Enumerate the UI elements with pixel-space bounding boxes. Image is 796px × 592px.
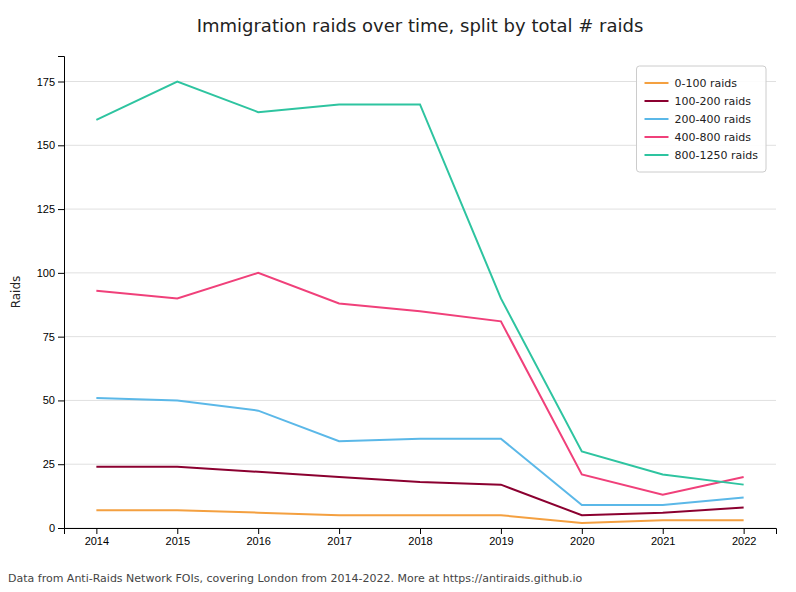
y-tick-label: 175	[37, 76, 55, 88]
y-tick-label: 50	[43, 394, 55, 406]
x-tick: 2016	[246, 528, 270, 547]
legend-item: 100-200 raids	[645, 95, 752, 108]
x-tick: 2015	[166, 528, 190, 547]
x-tick-mark	[582, 528, 583, 534]
y-grid-line	[64, 464, 776, 465]
y-axis: 0 25 50 75 100 125 150 175	[37, 57, 65, 535]
y-tick-label: 25	[43, 458, 55, 470]
legend-swatch	[645, 82, 669, 84]
y-tick-mark	[58, 82, 64, 83]
legend-item: 800-1250 raids	[645, 149, 759, 162]
y-tick-mark	[58, 209, 64, 210]
x-tick-label: 2016	[246, 535, 270, 547]
y-grid-line	[64, 272, 776, 273]
y-tick-label: 125	[37, 203, 55, 215]
series-line	[96, 510, 743, 523]
y-tick-mark	[58, 337, 64, 338]
x-tick: 2022	[732, 528, 756, 547]
legend-label: 0-100 raids	[675, 77, 738, 90]
y-tick: 0	[49, 522, 64, 534]
legend-item: 0-100 raids	[645, 77, 738, 90]
chart-svg: 2014 2015 2016 2017 2018 2019 2020 2021 2022 0 25 5…	[0, 0, 796, 592]
x-tick: 2020	[570, 528, 594, 547]
y-tick: 25	[43, 458, 64, 470]
x-tick: 2017	[327, 528, 351, 547]
y-tick-mark	[58, 273, 64, 274]
y-tick: 100	[37, 267, 64, 279]
y-tick-label: 75	[43, 331, 55, 343]
x-tick-label: 2015	[166, 535, 190, 547]
y-tick: 175	[37, 76, 64, 88]
legend-item: 200-400 raids	[645, 113, 752, 126]
x-tick-label: 2018	[408, 535, 432, 547]
chart-container: 2014 2015 2016 2017 2018 2019 2020 2021 2022 0 25 5…	[0, 0, 796, 592]
legend-label: 100-200 raids	[675, 95, 752, 108]
y-axis-title: Raids	[9, 276, 23, 309]
legend-swatch	[645, 154, 669, 156]
x-tick-mark	[663, 528, 664, 534]
legend-label: 800-1250 raids	[675, 149, 759, 162]
x-tick-label: 2014	[85, 535, 109, 547]
x-tick-mark	[420, 528, 421, 534]
y-tick-label: 0	[49, 522, 55, 534]
y-tick-mark	[58, 464, 64, 465]
legend-swatch	[645, 118, 669, 120]
legend-label: 200-400 raids	[675, 113, 752, 126]
x-axis: 2014 2015 2016 2017 2018 2019 2020 2021 2022	[65, 528, 777, 547]
y-tick: 150	[37, 139, 64, 151]
x-tick: 2021	[651, 528, 675, 547]
x-tick: 2014	[85, 528, 109, 547]
y-tick-mark	[58, 400, 64, 401]
y-tick-label: 100	[37, 267, 55, 279]
x-tick-mark	[177, 528, 178, 534]
y-tick-mark	[58, 145, 64, 146]
x-tick-label: 2021	[651, 535, 675, 547]
x-tick-mark	[258, 528, 259, 534]
y-tick-mark	[58, 528, 64, 529]
chart-title: Immigration raids over time, split by to…	[197, 15, 644, 36]
x-tick-label: 2020	[570, 535, 594, 547]
y-tick: 50	[43, 394, 64, 406]
x-tick-label: 2019	[489, 535, 513, 547]
legend-swatch	[645, 100, 669, 102]
legend-item: 400-800 raids	[645, 131, 752, 144]
legend: 0-100 raids 100-200 raids 200-400 raids 400…	[637, 66, 767, 172]
legend-swatch	[645, 136, 669, 138]
y-axis-line	[58, 57, 65, 529]
x-tick-label: 2017	[327, 535, 351, 547]
y-tick: 75	[43, 331, 64, 343]
x-tick-mark	[339, 528, 340, 534]
y-grid-line	[64, 336, 776, 337]
x-tick-label: 2022	[732, 535, 756, 547]
series-line	[96, 398, 743, 505]
legend-box	[637, 66, 767, 172]
series-line	[96, 273, 743, 495]
x-tick: 2019	[489, 528, 513, 547]
plot-area: 2014 2015 2016 2017 2018 2019 2020 2021 2022 0 25 5…	[37, 57, 777, 547]
footnote: Data from Anti-Raids Network FOIs, cover…	[8, 572, 583, 585]
y-tick: 125	[37, 203, 64, 215]
x-tick-mark	[744, 528, 745, 534]
y-grid-line	[64, 209, 776, 210]
legend-label: 400-800 raids	[675, 131, 752, 144]
x-axis-line	[65, 529, 777, 535]
x-tick-mark	[96, 528, 97, 534]
x-tick: 2018	[408, 528, 432, 547]
x-tick-mark	[501, 528, 502, 534]
y-tick-label: 150	[37, 139, 55, 151]
